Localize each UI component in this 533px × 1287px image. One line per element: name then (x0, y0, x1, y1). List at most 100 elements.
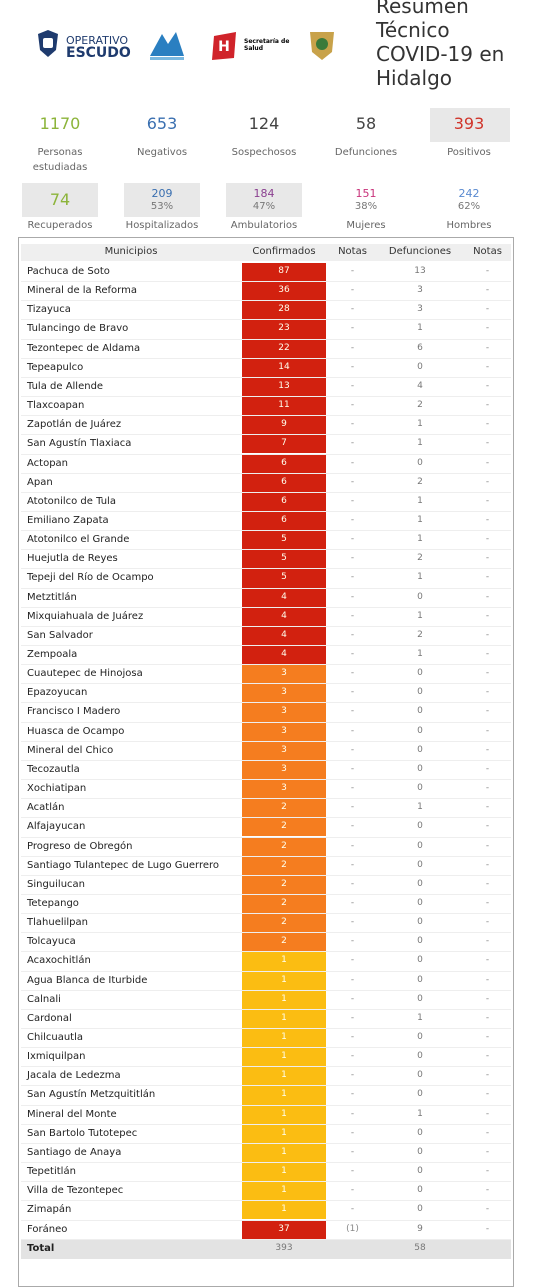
row-separator (21, 1181, 511, 1183)
stat-box (22, 183, 98, 217)
stat-box (226, 183, 302, 217)
municipio: Huejutla de Reyes (27, 553, 118, 565)
notas: - (350, 629, 355, 640)
defunciones: 0 (417, 591, 423, 602)
row-separator (21, 568, 511, 570)
row-separator (21, 702, 511, 704)
municipio: Tepeapulco (27, 361, 84, 373)
confirmados: 3 (281, 706, 287, 717)
shield-logo (38, 30, 58, 57)
municipio: Pachuca de Soto (27, 266, 110, 277)
stat-value: 393 (453, 114, 485, 133)
confirmados: 11 (278, 400, 290, 411)
row-separator (21, 970, 511, 972)
municipio: Calnali (27, 993, 61, 1005)
notas: - (485, 878, 490, 889)
confirmed-cell (242, 454, 326, 473)
confirmados: 2 (281, 878, 287, 889)
confirmados: 3 (281, 725, 287, 736)
notas: - (485, 649, 490, 659)
notas: - (485, 457, 490, 468)
notas: - (485, 897, 490, 908)
row-separator (21, 989, 511, 991)
confirmados: 28 (278, 304, 290, 315)
row-separator (21, 472, 511, 474)
row-separator (21, 951, 511, 953)
municipio: Alfajayucan (27, 821, 86, 833)
confirmados: 13 (278, 380, 290, 391)
municipio: Tlahuelilpan (27, 917, 88, 929)
stat-label: Negativos (136, 147, 188, 158)
notas: - (350, 897, 355, 908)
notas: - (350, 514, 355, 525)
confirmed-cell (242, 377, 326, 397)
title: Resumen Técnico COVID-19 en Hidalgo (376, 0, 505, 90)
municipio: San Agustín Metzquititlán (27, 1089, 156, 1101)
confirmados: 4 (281, 591, 287, 602)
defunciones: 0 (417, 1127, 423, 1138)
confirmed-cell (242, 875, 326, 894)
defunciones: 3 (417, 304, 423, 315)
logo-text: OPERATIVO (66, 34, 129, 47)
notas: - (350, 1108, 355, 1119)
confirmed-cell (242, 1029, 326, 1048)
confirmed-cell (242, 780, 326, 799)
row-separator (21, 759, 511, 761)
row-separator (21, 510, 511, 512)
municipio: Tulancingo de Bravo (27, 323, 129, 335)
row-separator (21, 530, 511, 532)
confirmed-cell (242, 1105, 326, 1124)
row-separator (21, 1200, 511, 1202)
notas: - (350, 380, 355, 391)
municipio: Agua Blanca de Iturbide (27, 974, 148, 986)
defunciones: 1 (417, 610, 423, 621)
row-separator (21, 1066, 511, 1068)
confirmados: 5 (281, 553, 287, 564)
defunciones: 0 (417, 840, 423, 851)
notas: - (485, 1146, 490, 1157)
confirmed-cell (242, 492, 326, 511)
notas: - (485, 285, 490, 296)
confirmed-cell (242, 301, 326, 320)
confirmed-cell (242, 1086, 326, 1105)
svg-text:H: H (218, 39, 230, 55)
defunciones: 1 (417, 438, 423, 449)
stat-label: Positivos (447, 147, 491, 158)
confirmed-cell (242, 1048, 326, 1067)
confirmados: 3 (281, 687, 287, 698)
stat-label: Recuperados (27, 220, 93, 231)
confirmed-cell (242, 760, 326, 780)
confirmed-cell (242, 569, 326, 588)
municipio: San Bartolo Tutotepec (27, 1127, 138, 1139)
confirmed-cell (242, 282, 326, 301)
defunciones: 2 (417, 553, 423, 564)
notas: - (350, 553, 355, 564)
confirmed-cell (242, 1009, 326, 1028)
header-row (21, 244, 511, 261)
confirmed-cell (242, 1220, 326, 1239)
row-separator (21, 606, 511, 608)
notas: - (350, 744, 355, 755)
confirmed-cell (242, 856, 326, 875)
notas: - (485, 361, 490, 372)
defunciones: 0 (417, 974, 423, 985)
defunciones: 2 (417, 476, 423, 487)
municipio: Tizayuca (27, 304, 71, 316)
confirmados: 14 (278, 361, 290, 372)
row-separator (21, 1142, 511, 1144)
notas: - (350, 706, 355, 717)
notas: - (485, 687, 490, 698)
column-header: Notas (338, 246, 367, 257)
notas: - (485, 514, 490, 525)
municipio: Acaxochitlán (27, 955, 91, 967)
row-separator (21, 376, 511, 378)
notas: - (485, 438, 490, 449)
municipio: Epazoyucan (27, 687, 88, 699)
notas: - (350, 1127, 355, 1138)
stat-percent: 47% (252, 201, 276, 212)
notas: - (485, 725, 490, 736)
confirmed-cell (242, 741, 326, 760)
municipio: Chilcuautla (27, 1032, 84, 1043)
confirmados: 23 (278, 323, 290, 334)
stat-label: Personas estudiadas (32, 147, 88, 173)
